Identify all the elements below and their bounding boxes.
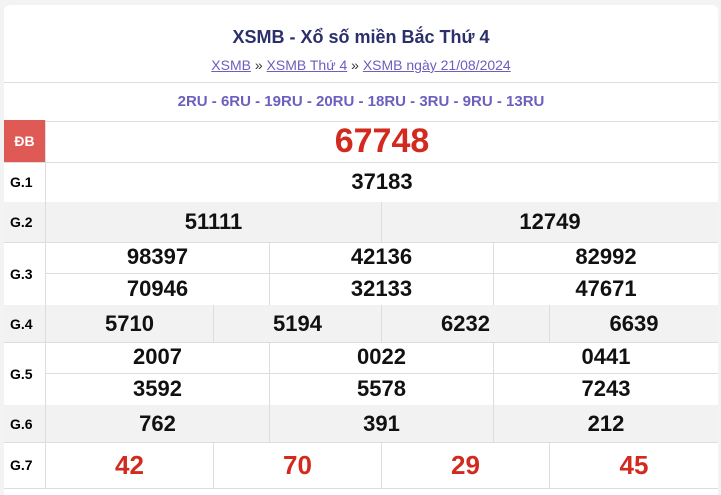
- breadcrumb-xsmb-thu4[interactable]: XSMB Thứ 4: [266, 57, 348, 73]
- prize-number: 391: [270, 405, 494, 442]
- prize-label: G.1: [4, 162, 46, 202]
- prize-row-3: G.3 98397 42136 82992 70946 32133 47671: [4, 242, 718, 306]
- prize-number: 0022: [270, 342, 494, 374]
- prize-number: 12749: [519, 209, 581, 234]
- prize-number: 6232: [382, 305, 550, 342]
- prize-row-5: G.5 2007 0022 0441 3592 5578 7243: [4, 342, 718, 406]
- prize-number: 0441: [494, 342, 718, 374]
- prize-number: 29: [382, 442, 550, 488]
- prize-number: 67748: [334, 121, 430, 160]
- results-card: XSMB - Xổ số miền Bắc Thứ 4 XSMB » XSMB …: [4, 5, 718, 495]
- prize-number: 82992: [494, 242, 718, 274]
- prize-number: 37183: [351, 169, 413, 194]
- prize-label: ĐB: [4, 120, 46, 162]
- prize-label: G.5: [4, 342, 46, 405]
- breadcrumb-date[interactable]: XSMB ngày 21/08/2024: [362, 57, 511, 73]
- prize-number: 6639: [609, 310, 659, 336]
- prize-number: 45: [619, 449, 649, 480]
- prize-label: G.6: [4, 405, 46, 442]
- prize-number: 70946: [46, 273, 270, 305]
- prize-number: 47671: [575, 276, 637, 302]
- prize-row-0: ĐB 67748: [4, 120, 718, 163]
- prize-row-6: G.6 762 391 212: [4, 405, 718, 443]
- page-title: XSMB - Xổ số miền Bắc Thứ 4: [232, 27, 490, 47]
- prize-label: G.2: [4, 202, 46, 242]
- prize-number: 70: [214, 442, 382, 488]
- prize-number: 51111: [46, 202, 382, 242]
- draw-codes: 2RU - 6RU - 19RU - 20RU - 18RU - 3RU - 9…: [4, 82, 718, 122]
- breadcrumb: XSMB » XSMB Thứ 4 » XSMB ngày 21/08/2024: [4, 57, 718, 73]
- prize-number: 212: [587, 410, 625, 436]
- prize-number: 5194: [214, 305, 382, 342]
- prize-number: 42: [46, 442, 214, 488]
- breadcrumb-sep: »: [254, 57, 263, 73]
- prize-number: 3592: [46, 373, 270, 405]
- prize-number: 98397: [46, 242, 270, 274]
- prize-number: 5710: [46, 305, 214, 342]
- prize-number: 5578: [270, 373, 494, 405]
- prize-row-2: G.2 51111 12749: [4, 202, 718, 243]
- prize-row-7: G.7 42 70 29 45: [4, 442, 718, 489]
- prize-row-1: G.1 37183: [4, 162, 718, 203]
- prize-label: G.4: [4, 305, 46, 342]
- prize-row-4: G.4 5710 5194 6232 6639: [4, 305, 718, 343]
- prize-label: G.7: [4, 442, 46, 488]
- prize-number: 32133: [270, 273, 494, 305]
- prize-number: 7243: [581, 376, 631, 402]
- breadcrumb-xsmb[interactable]: XSMB: [211, 57, 251, 73]
- prize-number: 762: [46, 405, 270, 442]
- breadcrumb-sep: »: [351, 57, 359, 73]
- prize-number: 2007: [46, 342, 270, 374]
- prize-label: G.3: [4, 242, 46, 305]
- prize-number: 42136: [270, 242, 494, 274]
